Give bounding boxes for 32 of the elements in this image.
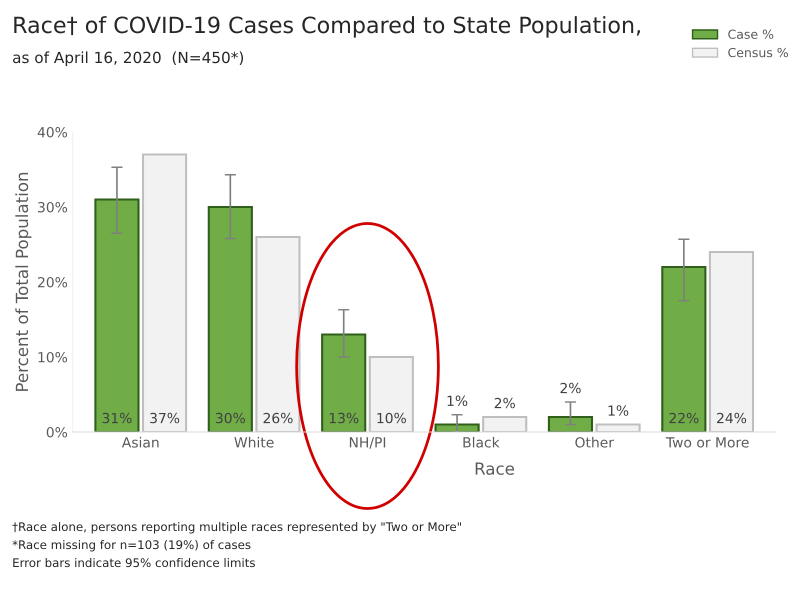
x-tick-label: Black <box>463 436 500 448</box>
x-tick-label: White <box>234 436 274 448</box>
data-label: 10% <box>377 412 406 424</box>
data-label: 2% <box>494 398 515 408</box>
y-tick-label: 0% <box>46 426 68 438</box>
data-label: 37% <box>150 412 180 424</box>
y-tick-label: 30% <box>38 202 68 212</box>
data-label: 24% <box>717 412 746 424</box>
text: *Race missing for n=103 (19%) of cases <box>12 540 250 552</box>
legend-label: Census % <box>728 48 788 58</box>
data-label: 31% <box>102 412 132 424</box>
y-tick-label: 20% <box>38 276 68 288</box>
data-label: 1% <box>448 396 468 406</box>
y-axis-title: Percent of Total Population <box>15 172 32 391</box>
legend-label: Case % <box>728 29 774 39</box>
text: †Race alone, persons reporting multiple races represented by "Two or More" <box>12 522 461 534</box>
chart-title: Race† of COVID-19 Cases Compared to State Population, <box>14 16 640 38</box>
chart-subtitle: as of April 16, 2020 (N=450*) <box>13 51 244 66</box>
y-tick-label: 10% <box>38 352 68 362</box>
x-axis-title: Race <box>476 462 514 475</box>
data-label: 1% <box>608 405 628 416</box>
text: Error bars indicate 95% confidence limits <box>13 558 255 568</box>
data-label: 26% <box>264 412 293 424</box>
data-label: 13% <box>330 412 358 424</box>
y-tick-label: 40% <box>38 126 68 138</box>
data-label: 30% <box>216 412 245 424</box>
x-tick-label: NH/PI <box>350 437 386 449</box>
data-label: 2% <box>560 382 581 394</box>
x-tick-label: Two or More <box>666 437 749 448</box>
data-label: 22% <box>669 412 699 424</box>
x-tick-label: Other <box>575 436 614 448</box>
x-tick-label: Asian <box>122 436 159 448</box>
